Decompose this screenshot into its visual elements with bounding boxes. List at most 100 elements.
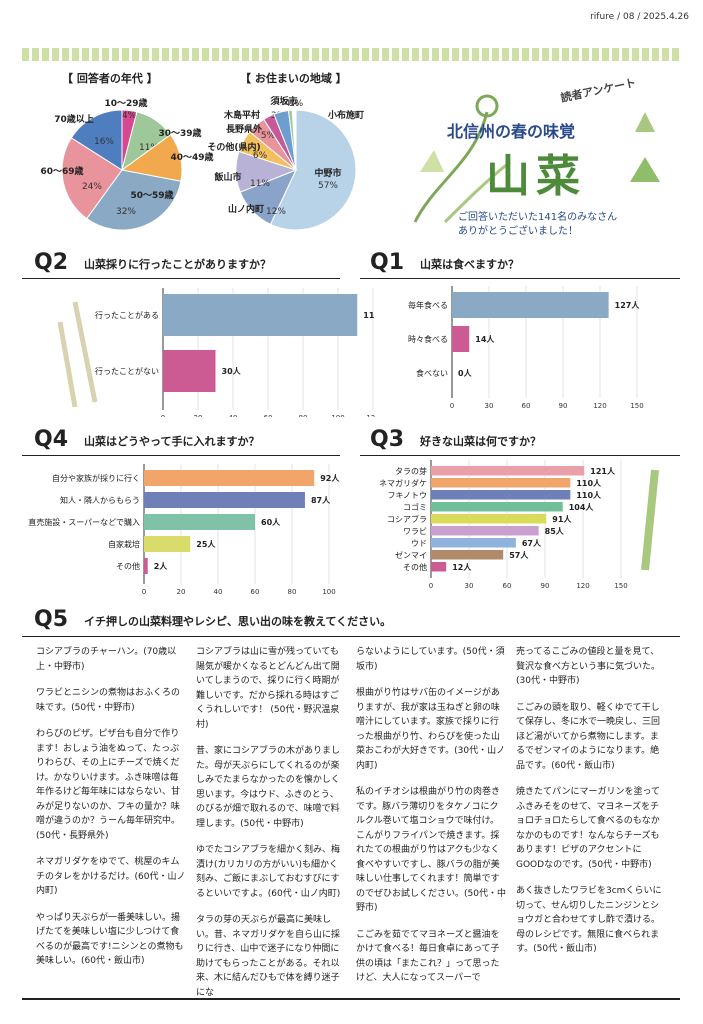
chart-q3-tick-5: 150 bbox=[614, 582, 627, 590]
comment-column-3: らないようにしています。(50代・須坂市) 根曲がり竹はサバ缶のイメージがあります… bbox=[356, 645, 506, 998]
chart-q2-tick-4: 80 bbox=[299, 414, 308, 417]
q4-number: Q4 bbox=[34, 427, 69, 452]
chart-q2-tick-6: 120 bbox=[366, 414, 375, 417]
chart-q1-tick-0: 0 bbox=[450, 402, 454, 410]
area-value-3: 6% bbox=[253, 151, 268, 161]
comment-1-2: ゆでたコシアブラを細かく刻み、梅漬け(カリカリの方がいい)も細かく刻み、ご飯にま… bbox=[196, 845, 341, 899]
chart-q3-bar-0 bbox=[431, 466, 585, 476]
comment-1-0: コシアブラは山に雪が残っていても陽気が暖かくなるとどんどん出て開いてしまうので、… bbox=[196, 647, 340, 730]
chart-q4-category-1: 知人・隣人からもらう bbox=[60, 495, 140, 505]
comment-0-0: コシアブラのチャーハン。(70歳以上・中野市) bbox=[36, 647, 177, 672]
age-label-0: 10～29歳 bbox=[104, 97, 147, 109]
area-value-6: 4% bbox=[285, 99, 300, 109]
chart-q3-category-1: ネマガリダケ bbox=[379, 478, 427, 488]
comment-2-2: 私のイチオシは根曲がり竹の肉巻きです。豚バラ薄切りをタケノコにクルクル巻いて塩コ… bbox=[356, 787, 506, 913]
age-slice-3 bbox=[86, 169, 182, 231]
chart-q3-label-5: 85人 bbox=[545, 526, 565, 536]
q2-header: Q2 山菜採りに行ったことがありますか？ bbox=[22, 248, 340, 279]
comment-3-1: こごみの頭を取り、軽くゆでて干して保存し、冬に水で一晩戻し、三回ほど湯がいてから… bbox=[516, 702, 661, 771]
area-value-0: 57% bbox=[318, 181, 338, 191]
chart-q4-label-1: 87人 bbox=[311, 495, 331, 505]
chart-q2-bar-0 bbox=[163, 294, 358, 336]
chart-q1-tick-2: 60 bbox=[522, 402, 531, 410]
chart-q3-label-0: 121人 bbox=[590, 466, 616, 476]
chart-q4-label-3: 25人 bbox=[196, 539, 216, 549]
area-section-title: 【 お住まいの地域 】 bbox=[240, 72, 347, 85]
chart-q3-category-5: ワラビ bbox=[403, 527, 427, 536]
bottom-rule bbox=[22, 998, 680, 1000]
q2-number: Q2 bbox=[34, 250, 69, 275]
comment-column-4: 売ってるこごみの値段と量を見て、贅沢な食べ方という事に気づいた。(30代・中野市… bbox=[516, 645, 666, 969]
chart-q4-tick-5: 100 bbox=[322, 588, 335, 596]
q5-question: イチ押しの山菜料理やレシピ、思い出の味を教えてください。 bbox=[84, 615, 392, 628]
chart-q3-bar-5 bbox=[431, 526, 539, 536]
sprout-illustration bbox=[57, 301, 98, 408]
chart-q4-bar-2 bbox=[144, 514, 255, 530]
q4-question: 山菜はどうやって手に入れますか？ bbox=[84, 435, 260, 448]
area-value-1: 12% bbox=[266, 207, 286, 217]
age-value-5: 16% bbox=[94, 137, 114, 147]
chart-q3-bar-4 bbox=[431, 514, 547, 524]
age-slice-4 bbox=[61, 137, 123, 220]
chart-q2-tick-5: 100 bbox=[331, 414, 344, 417]
area-label-6: 須坂市 bbox=[269, 95, 297, 107]
comment-3-0: 売ってるこごみの値段と量を見て、贅沢な食べ方という事に気づいた。(30代・中野市… bbox=[516, 647, 661, 686]
q3-number: Q3 bbox=[370, 427, 405, 452]
chart-q3-label-3: 104人 bbox=[569, 502, 595, 512]
chart-q1-bar-0 bbox=[452, 292, 609, 318]
age-value-4: 24% bbox=[82, 182, 102, 192]
age-label-2: 40～49歳 bbox=[170, 151, 213, 163]
issue-label: rifure / 08 / 2025.4.26 bbox=[590, 12, 689, 22]
area-slice-0 bbox=[269, 109, 357, 231]
area-label-0: 中野市 bbox=[314, 167, 341, 179]
top-stripe bbox=[22, 48, 680, 61]
chart-q4-bar-3 bbox=[144, 536, 191, 552]
chart-q1-tick-5: 150 bbox=[630, 402, 643, 410]
area-label-1: 山ノ内町 bbox=[228, 203, 264, 215]
q1-header: Q1 山菜は食べますか？ bbox=[360, 248, 680, 279]
udo-illustration bbox=[641, 469, 659, 571]
q3-question: 好きな山菜は何ですか？ bbox=[420, 435, 541, 448]
q1-question: 山菜は食べますか？ bbox=[420, 258, 519, 271]
chart-q3-label-2: 110人 bbox=[576, 490, 602, 500]
q4-header: Q4 山菜はどうやって手に入れますか？ bbox=[22, 425, 340, 456]
area-value-7: 1% bbox=[289, 99, 304, 109]
age-label-3: 50～59歳 bbox=[130, 189, 173, 201]
thanks-line-1: ご回答いただいた141名のみなさん bbox=[458, 212, 618, 223]
age-slice-5 bbox=[70, 109, 123, 171]
q2-question: 山菜採りに行ったことがありますか？ bbox=[84, 258, 271, 271]
comment-2-3: こごみを茹でてマヨネーズと醤油をかけて食べる！毎日食卓にあって子供の頃は「またこ… bbox=[356, 929, 500, 984]
comment-1-1: 昔、家にコシアブラの木がありました。母が天ぷらにしてくれるのが楽しみでたまらなか… bbox=[196, 746, 341, 829]
comment-column-1: コシアブラのチャーハン。(70歳以上・中野市) ワラビとニシンの煮物はおふくろの味… bbox=[36, 645, 186, 981]
q5-header: Q5 イチ押しの山菜料理やレシピ、思い出の味を教えてください。 bbox=[22, 604, 680, 637]
chart-q4-label-0: 92人 bbox=[320, 473, 340, 483]
comment-2-0: らないようにしています。(50代・須坂市) bbox=[356, 647, 505, 672]
comment-0-1: ワラビとニシンの煮物はおふくろの味です。(50代・中野市) bbox=[36, 688, 181, 713]
chart-q4-label-2: 60人 bbox=[261, 517, 281, 527]
comment-column-2: コシアブラは山に雪が残っていても陽気が暖かくなるとどんどん出て開いてしまうので、… bbox=[196, 645, 346, 1012]
comment-3-3: あく抜きしたワラビを3cmくらいに切って、せん切りしたニンジンとショウガと合わせ… bbox=[516, 886, 662, 954]
chart-q4-tick-3: 60 bbox=[251, 588, 260, 596]
chart-q3-tick-3: 90 bbox=[541, 582, 550, 590]
chart-q4-category-3: 自家栽培 bbox=[108, 539, 140, 549]
chart-q3-bar-2 bbox=[431, 490, 571, 500]
comment-3-2: 焼きたてパンにマーガリンを塗ってふきみそをのせて、マヨネーズをチョロチョロたらし… bbox=[516, 787, 661, 870]
chart-q3-label-1: 110人 bbox=[576, 478, 602, 488]
chart-q2-bar-1 bbox=[163, 350, 216, 392]
comment-0-4: やっぱり天ぷらが一番美味しい。揚げたてを美味しい塩に少しつけて食べるのが最高です… bbox=[36, 912, 184, 967]
chart-q4-bar-1 bbox=[144, 492, 305, 508]
title-sub: 北信州の春の味覚 bbox=[447, 122, 576, 141]
area-label-4: 長野県外 bbox=[226, 123, 262, 135]
chart-q2-tick-1: 20 bbox=[194, 414, 203, 417]
chart-q4-label-4: 2人 bbox=[154, 561, 169, 571]
chart-q3-label-7: 57人 bbox=[509, 550, 529, 560]
chart-q3-label-4: 91人 bbox=[552, 514, 572, 524]
chart-q3-bar-6 bbox=[431, 538, 516, 548]
chart-q1-category-1: 時々食べる bbox=[408, 334, 448, 344]
chart-q1-label-1: 14人 bbox=[475, 334, 495, 344]
chart-q3-category-4: コシアブラ bbox=[387, 514, 427, 524]
chart-q1-label-2: 0人 bbox=[458, 368, 473, 378]
chart-q3-bar-3 bbox=[431, 502, 563, 512]
